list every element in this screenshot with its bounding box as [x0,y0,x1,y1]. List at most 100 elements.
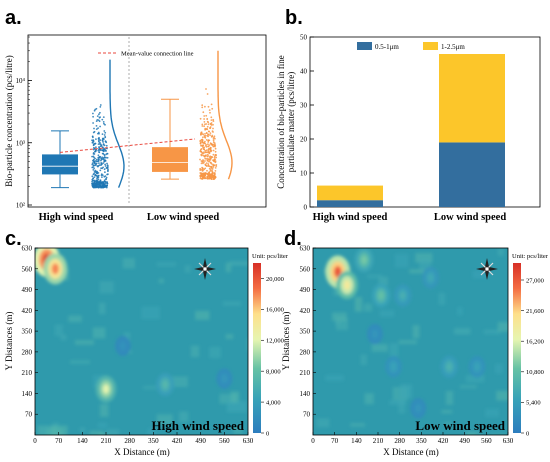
scatter-point [211,171,214,174]
scatter-point [209,132,212,135]
background-patch [52,422,60,429]
scatter-point [200,134,202,136]
scatter-point [212,149,215,152]
ytick-label: 70 [25,411,33,419]
scatter-point [205,149,208,152]
panel-a: a. Bio-particle concentration (pcs/litre… [4,7,267,223]
scatter-point [202,144,204,147]
panel-d-ylabel: Y Distances (m) [281,312,291,371]
colorbar-tick-label: 4,000 [266,399,281,406]
xtick-label: 350 [148,437,159,445]
scatter-point [98,137,100,140]
scatter-point [92,140,95,143]
background-patch [230,391,240,404]
scatter-point [102,121,105,123]
scatter-point [104,165,107,167]
scatter-point [106,182,109,185]
background-patch [142,386,157,390]
background-patch [70,360,91,364]
ytick-label: 350 [300,328,311,336]
colorbar-tick-label: 21,600 [526,308,544,315]
panel-c-letter: c. [5,228,22,250]
scatter-point [209,176,211,179]
hotspot-core [372,330,378,338]
scatter-point [104,171,106,174]
scatter-point [208,152,211,155]
background-patch [223,301,241,306]
scatter-point [91,175,94,178]
scatter-point [97,131,100,134]
scatter-point [207,158,210,161]
hotspot [371,283,391,308]
scatter-point [201,176,204,179]
scatter-point [93,172,95,175]
scatter-point [208,158,211,161]
scatter-point [203,125,206,128]
scatter-point [92,179,95,182]
background-patch [438,292,446,306]
hotspot [354,248,374,273]
scatter-point [98,162,100,165]
scatter-point [206,134,209,137]
scatter-point [206,155,209,158]
scatter-point [210,162,213,165]
scatter-point [208,139,211,142]
colorbar-tick-label: 5,400 [526,400,541,407]
scatter-point [205,88,207,90]
panel-a-letter: a. [5,7,22,29]
scatter-point [207,145,210,148]
background-patch [99,281,114,294]
hotspot [440,355,458,378]
scatter-point [95,107,98,110]
scatter-point [212,123,214,126]
hotspot-core [51,263,59,275]
scatter-point [201,140,204,142]
scatter-point [210,147,212,149]
scatter-point [212,145,215,148]
scatter-point [103,138,105,140]
panel-a-yticks: 10² 10³ 10⁴ [16,36,32,210]
bar-1-2-5um-high [317,185,383,201]
scatter-point [200,144,203,147]
scatter-point [202,136,204,139]
background-patch [79,427,86,432]
scatter-point [199,139,202,142]
box-high-wind [42,130,78,189]
xtick-label: 350 [416,437,427,445]
scatter-point [208,160,210,163]
scatter-point [92,164,95,167]
background-patch [170,376,188,388]
panel-a-frame [27,34,267,208]
scatter-point [202,162,204,165]
background-patch [68,315,82,323]
box-iqr [152,147,188,172]
panel-a-category-low: Low wind speed [147,212,220,223]
background-patch [156,414,173,425]
scatter-point [204,136,207,139]
scatter-point [211,143,214,146]
background-patch [465,374,485,383]
scatter-point [204,160,206,162]
scatter-point [99,169,102,172]
panel-c-xlabel: X Distance (m) [114,447,169,457]
scatter-point [201,123,204,126]
scatter-point [208,130,211,133]
scatter-point [97,154,100,157]
ytick-label: 70 [303,411,311,419]
scatter-point [212,131,214,133]
scatter-point [105,178,107,180]
scatter-point [202,154,205,157]
ytick-label: 210 [300,369,311,377]
scatter-point [96,177,98,180]
scatter-point [93,182,95,184]
panel-a-boxes [42,98,188,189]
box-iqr [42,154,78,175]
scatter-point [95,128,98,131]
scatter-point [107,169,109,172]
scatter-point [212,139,215,142]
scatter-point [105,156,107,159]
panel-b-bars [317,54,505,207]
scatter-point [207,173,210,176]
hotspot [385,356,402,378]
background-patch [156,262,176,267]
